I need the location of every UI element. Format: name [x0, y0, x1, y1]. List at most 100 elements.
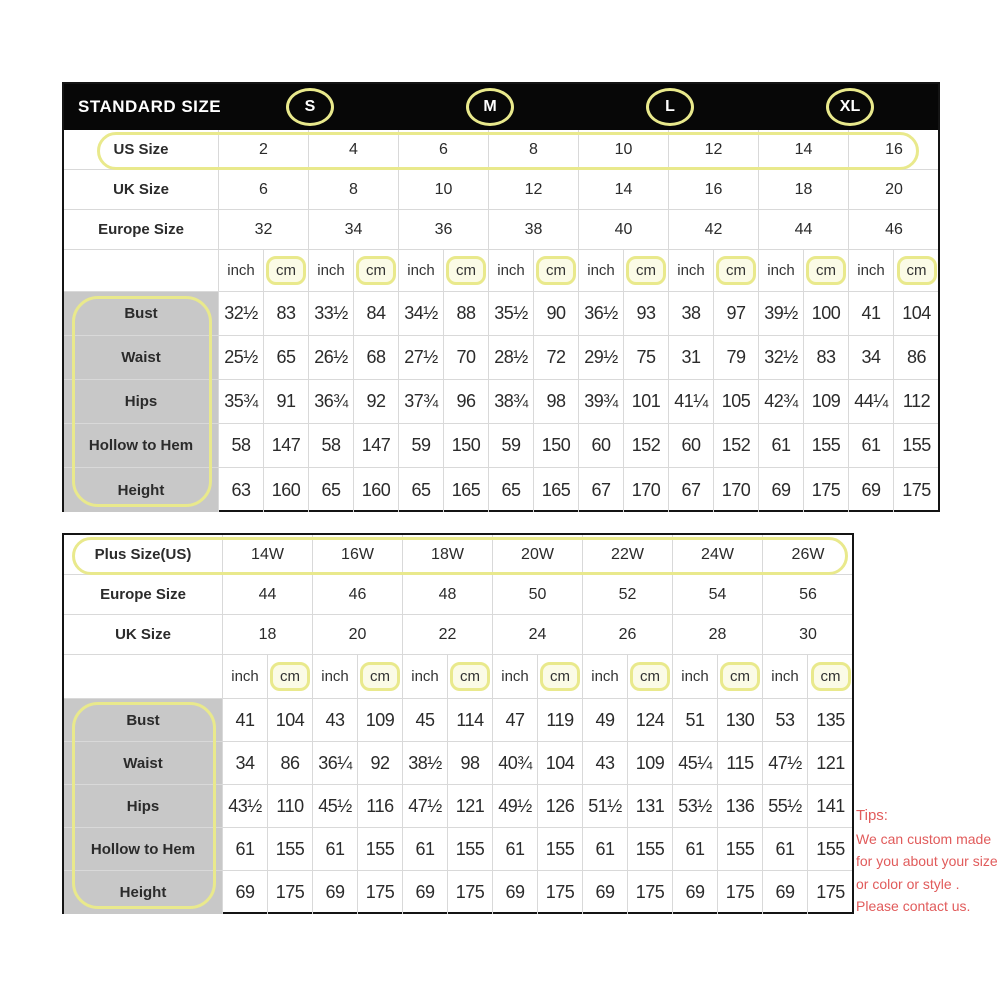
unit-inch-cell: inch: [493, 655, 538, 698]
table-row: inch cm inch cm inch cm inch cm inch cm inch cm inch…: [64, 250, 938, 292]
measure-value-cell: 32½: [219, 292, 264, 335]
unit-inch-cell: inch: [849, 250, 894, 291]
table-row: Waist 25½ 65 26½ 68 27½ 70 28½ 72 29½ 75 31 79 32½ 83 3…: [64, 336, 938, 380]
row-label: Hips: [64, 785, 223, 827]
size-value-cell: 46: [885, 220, 903, 238]
row-label: Hollow to Hem: [64, 424, 219, 467]
measure-value-cell: 98: [534, 380, 579, 423]
measure-value-cell: 69: [313, 871, 358, 914]
measure-value-cell: 28½: [489, 336, 534, 379]
measure-value-cell: 170: [624, 468, 669, 512]
measure-value-cell: 41: [849, 292, 894, 335]
measure-value-cell: 45: [403, 699, 448, 741]
unit-inch-cell: inch: [399, 250, 444, 291]
table-row: Hollow to Hem 58 147 58 147 59 150 59 150 60 152 60…: [64, 424, 938, 468]
measure-value-cell: 147: [264, 424, 309, 467]
measure-value-cell: 150: [444, 424, 489, 467]
measure-value-cell: 36½: [579, 292, 624, 335]
measure-value-cell: 104: [902, 303, 931, 323]
cm-highlight-badge: cm: [540, 662, 580, 691]
size-value-cell: 8: [489, 130, 579, 169]
unit-inch-cell: inch: [313, 655, 358, 698]
measure-value-cell: 43½: [223, 785, 268, 827]
unit-cm-cell: cm: [624, 250, 669, 291]
table-row: Waist 34 86 36¼ 92 38½ 98 40¾ 104 43 109 45¼ 115 47½ 1…: [64, 742, 852, 785]
size-value-cell: 6: [219, 170, 309, 209]
measure-value-cell: 147: [354, 424, 399, 467]
size-value-cell: 28: [673, 615, 763, 654]
unit-cm-cell: cm: [804, 250, 849, 291]
measure-value-cell: 92: [354, 380, 399, 423]
measure-value-cell: 152: [714, 424, 759, 467]
tips-line: We can custom made: [856, 831, 992, 847]
cm-highlight-badge: cm: [450, 662, 490, 691]
row-label: US Size: [64, 130, 219, 169]
measure-value-cell: 61: [763, 828, 808, 870]
size-letter-circle-m: M: [466, 88, 514, 126]
measure-value-cell: 39¾: [579, 380, 624, 423]
size-value-cell: 26W: [791, 545, 825, 563]
table-row: Height 69 175 69 175 69 175 69 175 69 175 69 175 69 17…: [64, 871, 852, 914]
size-value-cell: 12: [669, 130, 759, 169]
measure-value-cell: 49½: [493, 785, 538, 827]
cm-highlight-badge: cm: [716, 256, 756, 285]
size-value-cell: 18W: [403, 535, 493, 574]
measure-value-cell: 42¾: [759, 380, 804, 423]
size-value-cell: 52: [583, 575, 673, 614]
measure-value-cell: 60: [579, 424, 624, 467]
unit-inch-cell: inch: [583, 655, 628, 698]
standard-size-title: STANDARD SIZE: [78, 97, 222, 116]
cm-highlight-badge: cm: [270, 662, 310, 691]
measure-value-cell: 98: [448, 742, 493, 784]
measure-value-cell: 79: [714, 336, 759, 379]
measure-value-cell: 170: [714, 468, 759, 512]
measure-value-cell: 25½: [219, 336, 264, 379]
measure-value-cell: 100: [804, 292, 849, 335]
unit-cm-cell: cm: [714, 250, 759, 291]
table-row: Height 63 160 65 160 65 165 65 165 67 170 67 170 69 17…: [64, 468, 938, 512]
measure-value-cell: 155: [448, 828, 493, 870]
measure-value-cell: 104: [268, 699, 313, 741]
measure-value-cell: 39½: [759, 292, 804, 335]
unit-cm-cell: cm: [538, 655, 583, 698]
unit-cm-cell: cm: [358, 655, 403, 698]
measure-value-cell: 97: [714, 292, 759, 335]
measure-value-cell: 75: [624, 336, 669, 379]
measure-value-cell: 27½: [399, 336, 444, 379]
row-label: Bust: [64, 699, 223, 741]
measure-value-cell: 34: [849, 336, 894, 379]
unit-cm-cell: cm: [354, 250, 399, 291]
size-value-cell: 22: [403, 615, 493, 654]
measure-value-cell: 109: [628, 742, 673, 784]
size-value-cell: 24W: [673, 535, 763, 574]
table-row: inch cm inch cm inch cm inch cm inch cm inch cm inch…: [64, 655, 852, 699]
measure-value-cell: 61: [583, 828, 628, 870]
size-value-cell: 40: [579, 210, 669, 249]
cm-highlight-badge: cm: [266, 256, 306, 285]
measure-value-cell: 126: [538, 785, 583, 827]
measure-value-cell: 45½: [313, 785, 358, 827]
size-value-cell: 36: [399, 210, 489, 249]
tips-line: or color or style .: [856, 875, 960, 892]
measure-value-cell: 65: [489, 468, 534, 512]
measure-value-cell: 43: [583, 742, 628, 784]
measure-value-cell: 63: [219, 468, 264, 512]
size-value-cell: 56: [799, 585, 817, 603]
measure-value-cell: 65: [264, 336, 309, 379]
measure-value-cell: 58: [309, 424, 354, 467]
size-value-cell: 24: [493, 615, 583, 654]
measure-value-cell: 61: [223, 828, 268, 870]
measure-value-cell: 175: [804, 468, 849, 512]
measure-value-cell: 155: [804, 424, 849, 467]
measure-value-cell: 58: [219, 424, 264, 467]
unit-cm-cell: cm: [718, 655, 763, 698]
unit-inch-cell: inch: [223, 655, 268, 698]
measure-value-cell: 155: [718, 828, 763, 870]
measure-value-cell: 36¾: [309, 380, 354, 423]
size-value-cell: 20: [313, 615, 403, 654]
size-letter-circle-l: L: [646, 88, 694, 126]
measure-value-cell: 175: [448, 871, 493, 914]
measure-value-cell: 61: [403, 828, 448, 870]
size-value-cell: 42: [669, 210, 759, 249]
